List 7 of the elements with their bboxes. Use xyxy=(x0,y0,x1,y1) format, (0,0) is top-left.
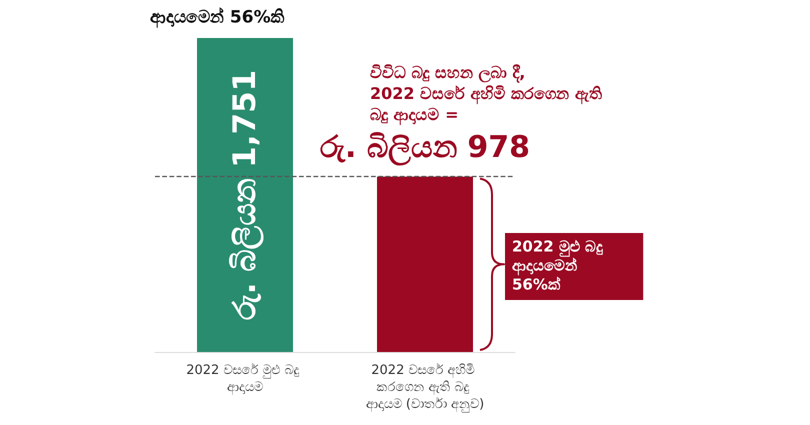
data-label: රු. බිලියන 1,751 xyxy=(227,70,264,320)
x-tick-label: 2022 වසරේ මුළු බදු ආදායම xyxy=(186,362,304,395)
chart-title: ආදායමෙන් 56%කි xyxy=(150,6,285,28)
x-tick-label: 2022 වසරේ අහිමි කරගෙන ඇති බදු ආදායම (වාර්තා අනුව) xyxy=(366,362,484,412)
annotation: විවිධ බදු සහන ලබා දී, 2022 වසරේ අහිමි කරගෙන ඇති බදු ආදායම = xyxy=(370,63,602,126)
annotation: 2022 මුළු බදු ආදායමෙන් 56%ක් xyxy=(512,238,604,294)
data-label: රු. බිලියන 978 xyxy=(320,130,530,166)
